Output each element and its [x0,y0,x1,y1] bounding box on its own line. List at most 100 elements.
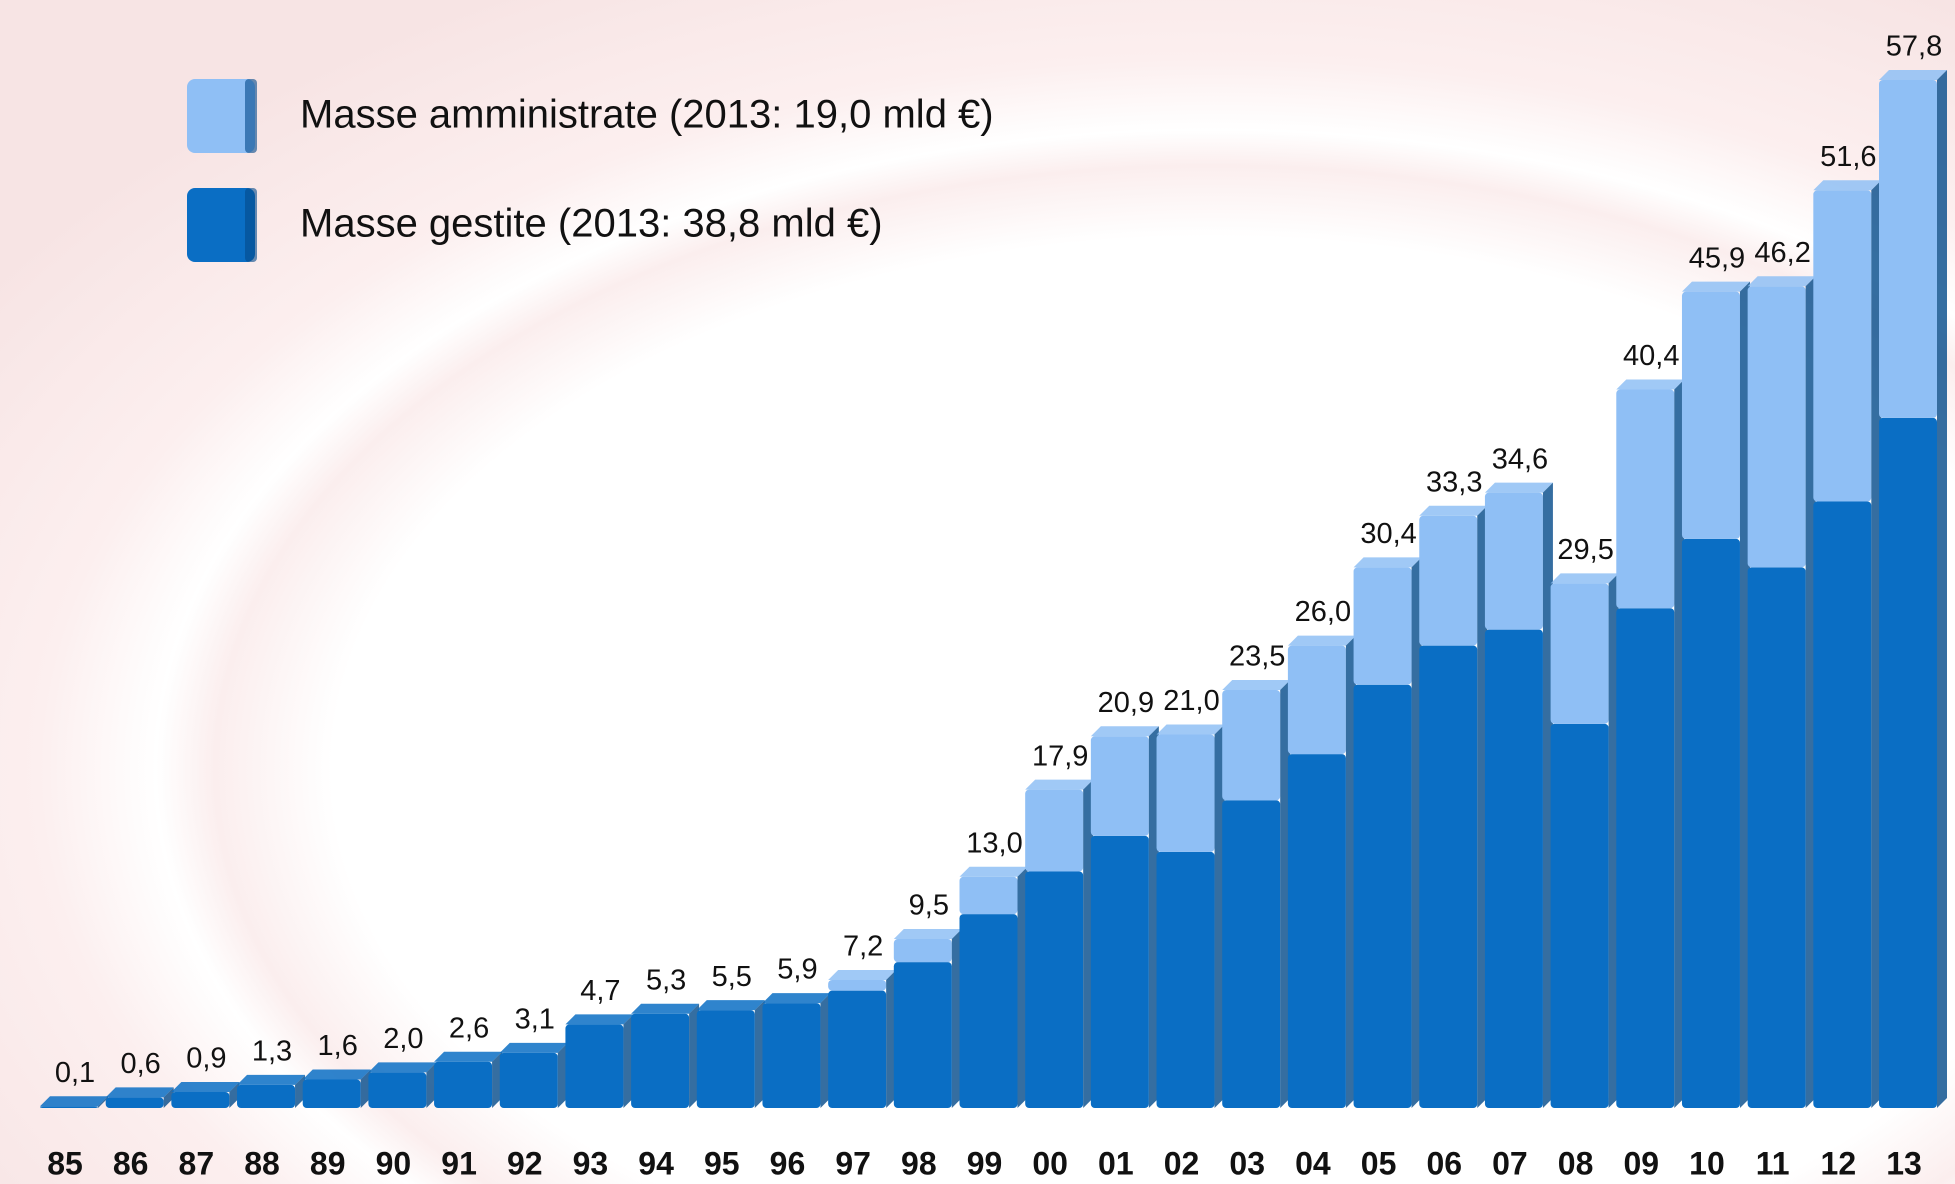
bar-side [1083,779,1094,1108]
total-label: 0,9 [186,1043,226,1075]
bar-cap [893,929,962,940]
bar-side [229,1081,240,1108]
bar-cap [434,1051,503,1062]
x-tick-label: 11 [1756,1145,1790,1181]
bar-segment [1353,684,1412,1108]
bar-cap [1156,724,1225,735]
bar-segment [1550,723,1609,1108]
bar-cap [1879,70,1947,80]
bar-segment [828,979,887,991]
total-label: 2,6 [449,1012,489,1044]
legend-swatch-side [245,79,257,153]
x-tick-label: 91 [441,1145,477,1181]
bar-side [886,969,897,1108]
bar-segment [1484,629,1543,1108]
bar-side [360,1069,371,1108]
total-label: 20,9 [1098,687,1154,719]
total-label: 40,4 [1623,340,1679,372]
total-label: 21,0 [1163,685,1219,717]
bar-cap [499,1042,568,1053]
bar-segment [762,1003,821,1108]
total-label: 51,6 [1820,141,1876,173]
total-label: 33,3 [1426,466,1482,498]
x-tick-label: 98 [901,1145,937,1181]
bar-segment [1681,291,1740,539]
legend-label: Masse amministrate (2013: 19,0 mld €) [300,93,994,137]
total-label: 1,6 [318,1030,358,1062]
x-tick-label: 12 [1821,1145,1857,1181]
bar-segment [1222,690,1281,801]
total-label: 17,9 [1032,740,1088,772]
total-label: 57,8 [1886,31,1942,63]
x-tick-label: 02 [1164,1145,1200,1181]
bar-cap [1484,482,1553,493]
x-tick-label: 08 [1558,1145,1594,1181]
total-label: 5,9 [777,954,817,986]
bar-segment [1616,608,1675,1108]
bar-side [1214,724,1225,1108]
bar-side [295,1074,306,1108]
bar-segment [1090,736,1149,836]
x-tick-label: 90 [376,1145,412,1181]
bar-segment [434,1061,493,1108]
bar-side [754,1000,765,1108]
bar-side [492,1051,503,1108]
bar-side [1411,557,1422,1108]
bar-segment [893,939,952,963]
bar-cap [40,1096,108,1107]
total-label: 0,6 [121,1048,161,1080]
bar-cap [1747,276,1816,287]
bar-cap [1025,779,1094,790]
bar-cap [1353,557,1422,568]
bar-side [98,1096,108,1108]
x-tick-label: 85 [47,1145,83,1181]
total-label: 13,0 [966,827,1022,859]
bar-cap [828,969,897,980]
x-tick-label: 99 [967,1145,1003,1181]
x-tick-label: 09 [1623,1145,1659,1181]
bar-segment [1879,80,1937,418]
bar-side [951,929,962,1108]
bar-segment [1287,645,1346,755]
bar-segment [1879,417,1937,1108]
bar-side [1280,680,1291,1108]
bar-cap [105,1087,174,1098]
x-tick-label: 97 [835,1145,871,1181]
bar-segment [959,876,1018,915]
bar-segment [499,1052,558,1108]
bar-side [1017,866,1028,1108]
x-tick-label: 01 [1098,1145,1134,1181]
bar-segment [1353,567,1412,685]
bar-cap [1681,281,1750,292]
bar-cap [1287,635,1356,646]
bar-cap [631,1003,700,1014]
bar-side [689,1003,700,1108]
bar-side [1805,276,1816,1109]
x-tick-label: 94 [638,1145,674,1181]
bar-segment [1747,567,1806,1108]
bar-segment [1813,190,1872,502]
bar-segment [959,914,1018,1108]
total-label: 34,6 [1492,443,1548,475]
bar-segment [631,1013,690,1108]
bar-side [1148,726,1159,1108]
x-tick-label: 88 [244,1145,280,1181]
x-tick-label: 03 [1229,1145,1265,1181]
x-tick-label: 92 [507,1145,543,1181]
x-tick-label: 96 [770,1145,806,1181]
bar-segment [171,1091,230,1108]
total-label: 4,7 [580,975,620,1007]
x-tick-label: 13 [1886,1145,1922,1181]
bar-segment [105,1097,164,1108]
bar-cap [1419,505,1488,516]
bar-segment [1025,789,1084,872]
x-tick-label: 04 [1295,1145,1331,1181]
bar-segment [1090,835,1149,1108]
bar-side [623,1014,634,1108]
bar-segment [1616,389,1675,609]
total-label: 45,9 [1689,242,1745,274]
total-label: 5,3 [646,964,686,996]
x-tick-label: 06 [1426,1145,1462,1181]
bar-segment [40,1106,98,1108]
bar-cap [1090,726,1159,737]
